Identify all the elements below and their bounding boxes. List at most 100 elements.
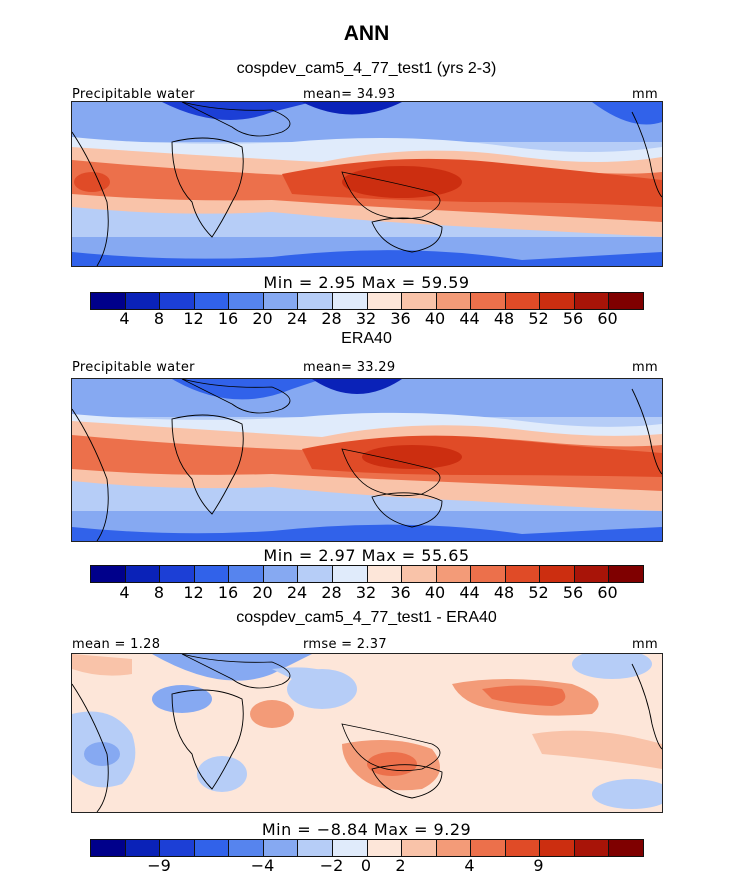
colorbar-tick-label: 28: [321, 309, 342, 328]
colorbar-swatch: [263, 293, 299, 309]
colorbar-swatch: [402, 840, 437, 856]
colorbar-swatch: [505, 566, 541, 582]
colorbar-swatch: [160, 566, 195, 582]
colorbar-swatch: [332, 566, 368, 582]
panel-2-title: ERA40: [341, 330, 392, 347]
colorbar-tick-label: 52: [528, 309, 549, 328]
colorbar-swatch: [194, 840, 230, 856]
colorbar-tick-label: 48: [493, 309, 515, 328]
colorbar-tick-label: 36: [390, 583, 411, 602]
panel-2-min-max: Min = 2.97 Max = 55.65: [263, 546, 470, 565]
colorbar-swatch: [436, 293, 472, 309]
colorbar-swatch: [160, 840, 195, 856]
panel-3-rmse-label: rmse = 2.37: [303, 637, 387, 652]
panel-1-units-label: mm: [632, 87, 658, 102]
panel-1-colorbar: [90, 292, 644, 310]
panel-3-min-max: Min = −8.84 Max = 9.29: [261, 820, 472, 839]
panel-2-map: [71, 378, 663, 542]
colorbar-tick-label: 16: [217, 309, 239, 328]
panel-2-variable-label: Precipitable water: [72, 360, 195, 375]
colorbar-swatch: [125, 566, 161, 582]
colorbar-swatch: [402, 566, 437, 582]
colorbar-tick-label: 4: [119, 309, 130, 328]
colorbar-swatch: [540, 566, 575, 582]
colorbar-swatch: [436, 566, 472, 582]
colorbar-tick-label: 24: [286, 583, 308, 602]
panel-1-min-max: Min = 2.95 Max = 59.59: [263, 273, 470, 292]
colorbar-swatch: [609, 840, 643, 856]
colorbar-swatch: [471, 293, 506, 309]
colorbar-tick-label: −9: [147, 856, 171, 875]
colorbar-swatch: [298, 566, 333, 582]
colorbar-swatch: [194, 293, 230, 309]
colorbar-tick-label: 12: [183, 309, 204, 328]
panel-2-colorbar-ticks: 4 8 12 16 20 24 28 32 36 40 44 48 52 56 60: [90, 583, 642, 603]
colorbar-swatch: [263, 840, 299, 856]
colorbar-swatch: [402, 293, 437, 309]
panel-1-title: cospdev_cam5_4_77_test1 (yrs 2-3): [236, 60, 497, 77]
colorbar-swatch: [471, 840, 506, 856]
colorbar-swatch: [91, 293, 126, 309]
colorbar-swatch: [229, 840, 264, 856]
panel-3-mean-label: mean = 1.28: [72, 637, 161, 652]
panel-3-units-label: mm: [632, 637, 658, 652]
colorbar-tick-label: 20: [252, 583, 273, 602]
colorbar-tick-label: 20: [252, 309, 273, 328]
colorbar-tick-label: −2: [319, 856, 344, 875]
panel-3-colorbar-ticks: −9 −4 −2 0 2 4 9: [90, 856, 642, 876]
colorbar-tick-label: 32: [355, 583, 377, 602]
colorbar-tick-label: 4: [464, 856, 475, 875]
panel-3-colorbar: [90, 839, 644, 857]
colorbar-swatch: [263, 566, 299, 582]
colorbar-swatch: [91, 840, 126, 856]
colorbar-tick-label: 9: [533, 856, 544, 875]
panel-2-units-label: mm: [632, 360, 658, 375]
colorbar-swatch: [540, 293, 575, 309]
panel-1-colorbar-ticks: 4 8 12 16 20 24 28 32 36 40 44 48 52 56 60: [90, 309, 642, 329]
colorbar-tick-label: 4: [119, 583, 130, 602]
colorbar-swatch: [229, 293, 264, 309]
colorbar-swatch: [194, 566, 230, 582]
colorbar-tick-label: 44: [459, 309, 480, 328]
colorbar-swatch: [505, 840, 541, 856]
colorbar-tick-label: 0: [360, 856, 372, 875]
colorbar-swatch: [367, 566, 403, 582]
colorbar-tick-label: 56: [562, 583, 584, 602]
colorbar-swatch: [609, 566, 643, 582]
colorbar-swatch: [229, 566, 264, 582]
colorbar-tick-label: 40: [424, 309, 446, 328]
colorbar-tick-label: 60: [597, 583, 618, 602]
colorbar-swatch: [540, 840, 575, 856]
colorbar-swatch: [609, 293, 643, 309]
panel-1-variable-label: Precipitable water: [72, 87, 195, 102]
colorbar-swatch: [298, 293, 333, 309]
colorbar-tick-label: 56: [562, 309, 584, 328]
colorbar-tick-label: 48: [493, 583, 515, 602]
colorbar-swatch: [332, 840, 368, 856]
panel-3-map: [71, 653, 663, 813]
colorbar-tick-label: 16: [217, 583, 239, 602]
colorbar-swatch: [91, 566, 126, 582]
colorbar-tick-label: 12: [183, 583, 204, 602]
colorbar-swatch: [574, 293, 610, 309]
colorbar-swatch: [436, 840, 472, 856]
colorbar-swatch: [298, 840, 333, 856]
colorbar-swatch: [125, 293, 161, 309]
colorbar-swatch: [574, 840, 610, 856]
panel-2-colorbar: [90, 565, 644, 583]
panel-3-title: cospdev_cam5_4_77_test1 - ERA40: [236, 609, 497, 626]
season-title: ANN: [343, 22, 390, 45]
colorbar-tick-label: 60: [597, 309, 618, 328]
colorbar-tick-label: 8: [153, 309, 165, 328]
panel-2-mean-label: mean= 33.29: [303, 360, 396, 375]
colorbar-tick-label: 8: [153, 583, 165, 602]
colorbar-tick-label: 2: [395, 856, 406, 875]
colorbar-tick-label: 32: [355, 309, 377, 328]
colorbar-tick-label: −4: [250, 856, 275, 875]
colorbar-swatch: [367, 293, 403, 309]
colorbar-swatch: [332, 293, 368, 309]
colorbar-swatch: [367, 840, 403, 856]
colorbar-tick-label: 52: [528, 583, 549, 602]
colorbar-swatch: [574, 566, 610, 582]
colorbar-tick-label: 28: [321, 583, 342, 602]
